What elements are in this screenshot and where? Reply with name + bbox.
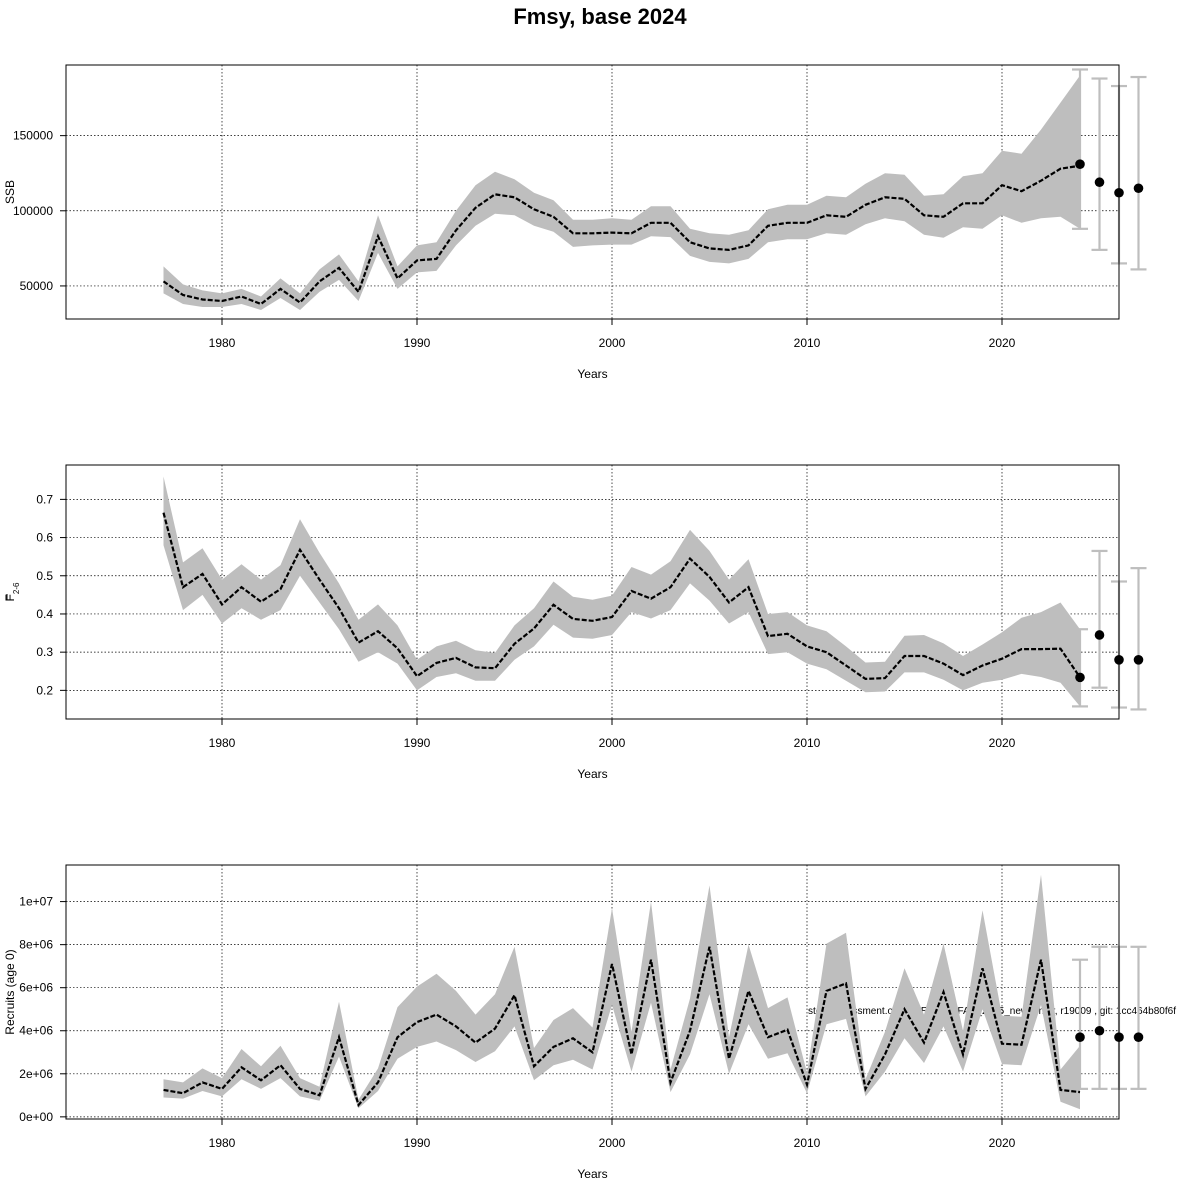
- forecast-errorbar: [1130, 567, 1147, 711]
- y-tick-label: 0e+00: [19, 1110, 53, 1124]
- estimate-line: [162, 512, 1081, 681]
- plot-frame: [65, 864, 1120, 1120]
- x-axis-label: Years: [577, 1167, 607, 1181]
- x-tick-label: 1990: [404, 1136, 431, 1150]
- x-tick-label: 1980: [209, 1136, 236, 1150]
- x-tick-label: 2020: [989, 336, 1016, 350]
- ssb-panel: 1980 1990 2000 2010 2020 50000 100000 150000 Yea…: [3, 64, 1147, 381]
- forecast-errorbar: [1130, 945, 1147, 1090]
- forecast-point: [1133, 1032, 1144, 1043]
- figure-title: Fmsy, base 2024: [513, 4, 687, 29]
- y-axis-label: Recruits (age 0): [3, 949, 17, 1034]
- x-tick-label: 2020: [989, 1136, 1016, 1150]
- x-tick-label: 1990: [404, 336, 431, 350]
- forecast-point: [1094, 177, 1105, 188]
- forecast-point: [1133, 654, 1144, 665]
- confidence-band: [163, 476, 1080, 707]
- x-axis-label: Years: [577, 767, 607, 781]
- y-tick-label: 0.7: [36, 492, 53, 506]
- y-axis-label: F2-6: [3, 582, 21, 601]
- forecast-errorbar: [1072, 68, 1088, 230]
- forecast-point: [1075, 159, 1085, 169]
- y-tick-label: 6e+06: [19, 981, 53, 995]
- x-tick-label: 1990: [404, 736, 431, 750]
- x-tick-label: 2010: [794, 736, 821, 750]
- x-tick-label: 2020: [989, 736, 1016, 750]
- y-tick-label: 0.3: [36, 645, 53, 659]
- forecast-point: [1075, 672, 1085, 683]
- x-tick-label: 2000: [599, 336, 626, 350]
- forecast-errorbar: [1072, 628, 1088, 708]
- plot-frame: [65, 64, 1120, 320]
- y-tick-label: 0.4: [36, 607, 53, 621]
- forecast-errorbar: [1091, 77, 1108, 251]
- y-tick-label: 4e+06: [19, 1024, 53, 1038]
- y-tick-label: 50000: [20, 279, 54, 293]
- x-tick-label: 2000: [599, 1136, 626, 1150]
- y-tick-label: 0.2: [36, 683, 53, 697]
- y-tick-label: 2e+06: [19, 1067, 53, 1081]
- x-tick-label: 1980: [209, 736, 236, 750]
- forecast-errorbar: [1091, 945, 1108, 1090]
- x-tick-label: 2000: [599, 736, 626, 750]
- x-tick-label: 1980: [209, 336, 236, 350]
- fbar-panel: 1980 1990 2000 2010 2020 0.2 0.3 0.4 0.5 0.6 0.7 Ye…: [3, 464, 1147, 781]
- y-axis-label: SSB: [3, 180, 17, 204]
- y-axis-label-subscript: 2-6: [12, 582, 21, 594]
- estimate-line: [163, 946, 1081, 1108]
- y-tick-label: 0.5: [36, 569, 53, 583]
- x-tick-label: 2010: [794, 336, 821, 350]
- forecast-errorbar: [1072, 958, 1088, 1090]
- estimate-line: [162, 164, 1081, 306]
- y-tick-label: 1e+07: [19, 895, 53, 909]
- forecast-point: [1094, 630, 1105, 640]
- plot-frame: [65, 464, 1120, 720]
- x-tick-label: 2010: [794, 1136, 821, 1150]
- y-tick-label: 150000: [13, 129, 53, 143]
- y-tick-label: 8e+06: [19, 938, 53, 952]
- forecast-errorbar: [1091, 549, 1108, 689]
- recruits-panel: 1980 1990 2000 2010 2020 0e+00 2e+06 4e+06 6e+06…: [3, 864, 1147, 1181]
- confidence-band: [163, 75, 1080, 310]
- y-tick-label: 100000: [13, 204, 53, 218]
- x-axis-label: Years: [577, 367, 607, 381]
- y-tick-label: 0.6: [36, 531, 53, 545]
- forecast-point: [1075, 1032, 1085, 1043]
- forecast-point: [1133, 183, 1144, 194]
- forecast-errorbar: [1130, 75, 1147, 271]
- forecast-point: [1094, 1025, 1105, 1036]
